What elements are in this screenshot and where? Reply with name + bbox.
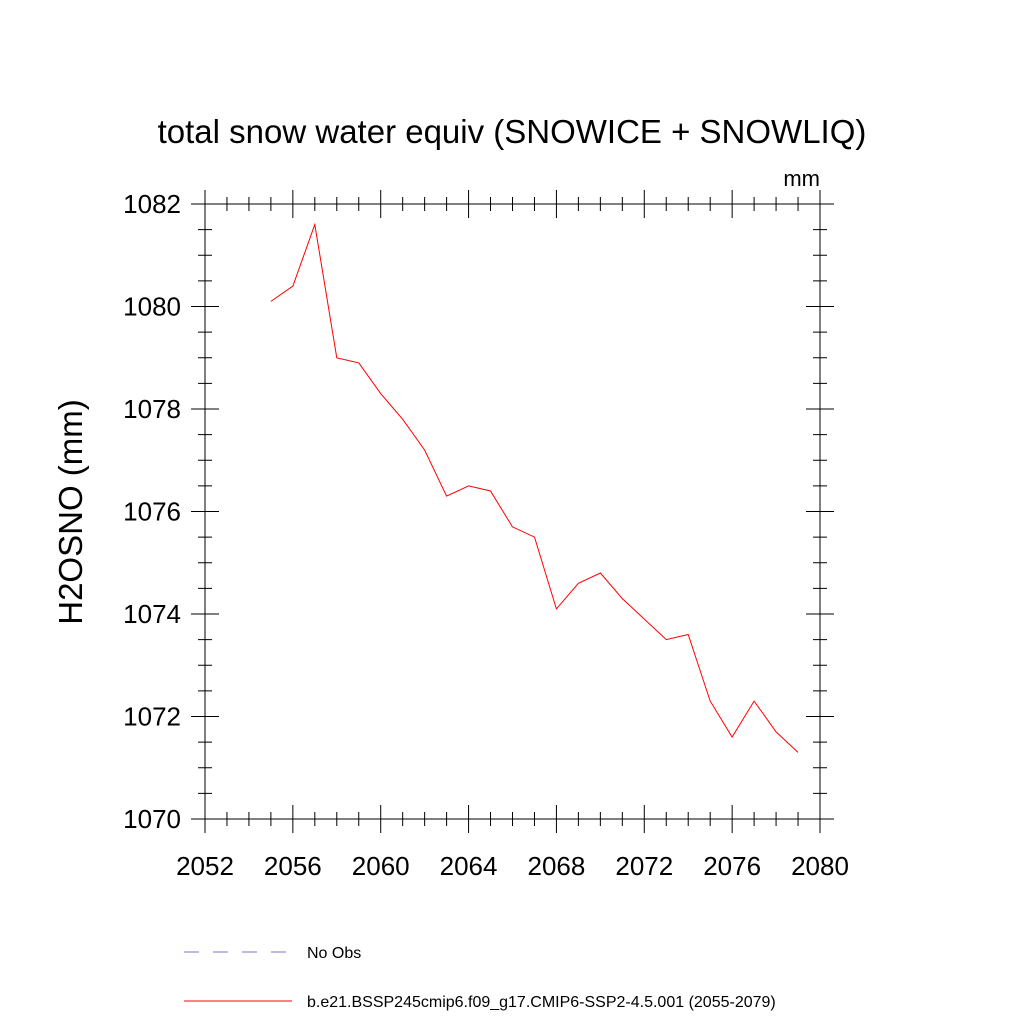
x-tick-label: 2064 (440, 851, 498, 881)
data-series (270, 222, 799, 753)
legend-label: No Obs (307, 945, 361, 962)
units-label: mm (783, 166, 820, 191)
x-tick-label: 2060 (352, 851, 410, 881)
y-tick-label: 1070 (123, 804, 181, 834)
series-line (270, 222, 799, 753)
y-tick-label: 1074 (123, 599, 181, 629)
axis-tick-labels: 2052 2056 2060 2064 2068 2072 2076 2080 1070 1072… (123, 189, 849, 881)
legend: No Obs b.e21.BSSP245cmip6.f09_g17.CMIP6-S… (184, 945, 776, 1011)
plot-frame (204, 203, 821, 820)
y-axis-label: H2OSNO (mm) (52, 399, 89, 625)
y-tick-label: 1072 (123, 702, 181, 732)
y-tick-label: 1078 (123, 394, 181, 424)
legend-label: b.e21.BSSP245cmip6.f09_g17.CMIP6-SSP2-4.… (307, 994, 776, 1011)
y-tick-label: 1082 (123, 189, 181, 219)
y-tick-label: 1080 (123, 292, 181, 322)
x-tick-label: 2080 (791, 851, 849, 881)
chart-title: total snow water equiv (SNOWICE + SNOWLI… (158, 113, 867, 150)
y-tick-label: 1076 (123, 497, 181, 527)
axis-ticks (191, 190, 834, 833)
x-tick-label: 2076 (703, 851, 761, 881)
x-tick-label: 2052 (176, 851, 234, 881)
x-tick-label: 2056 (264, 851, 322, 881)
x-tick-label: 2068 (528, 851, 586, 881)
x-tick-label: 2072 (615, 851, 673, 881)
